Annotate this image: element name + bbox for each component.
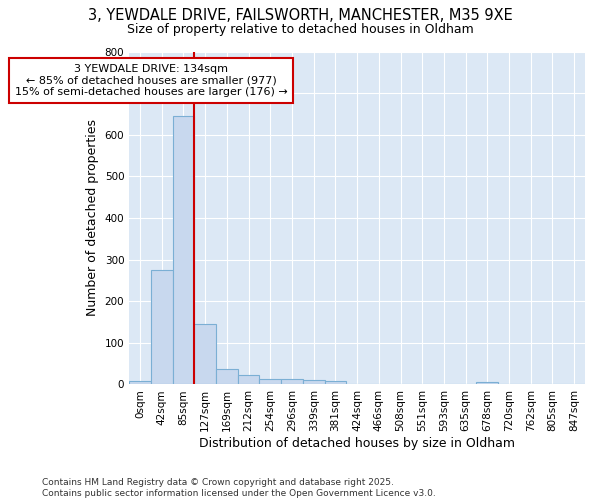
Bar [216, 368, 238, 384]
Bar [259, 378, 281, 384]
Bar [173, 116, 194, 384]
Bar [476, 382, 498, 384]
Bar [281, 379, 303, 384]
X-axis label: Distribution of detached houses by size in Oldham: Distribution of detached houses by size … [199, 437, 515, 450]
Bar [325, 381, 346, 384]
Bar [238, 376, 259, 384]
Y-axis label: Number of detached properties: Number of detached properties [86, 120, 99, 316]
Text: Size of property relative to detached houses in Oldham: Size of property relative to detached ho… [127, 22, 473, 36]
Text: 3 YEWDALE DRIVE: 134sqm
← 85% of detached houses are smaller (977)
15% of semi-d: 3 YEWDALE DRIVE: 134sqm ← 85% of detache… [14, 64, 287, 97]
Bar [129, 381, 151, 384]
Bar [303, 380, 325, 384]
Bar [194, 324, 216, 384]
Text: 3, YEWDALE DRIVE, FAILSWORTH, MANCHESTER, M35 9XE: 3, YEWDALE DRIVE, FAILSWORTH, MANCHESTER… [88, 8, 512, 22]
Bar [151, 270, 173, 384]
Text: Contains HM Land Registry data © Crown copyright and database right 2025.
Contai: Contains HM Land Registry data © Crown c… [42, 478, 436, 498]
